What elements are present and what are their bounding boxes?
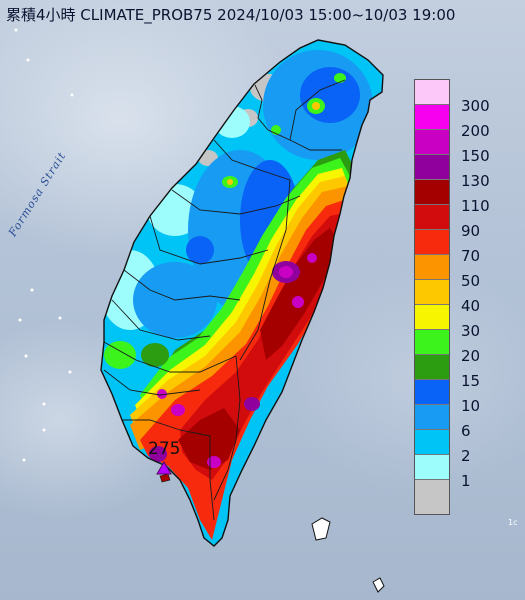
legend-swatch: [415, 380, 449, 405]
legend-value: 1: [461, 472, 471, 490]
legend-value: 90: [461, 222, 481, 240]
legend-value: 200: [461, 122, 490, 140]
legend-swatch: [415, 280, 449, 305]
corner-mark: 1c: [508, 518, 518, 527]
legend-swatch: [415, 480, 449, 514]
legend-value: 150: [461, 147, 490, 165]
legend-swatch: [415, 430, 449, 455]
legend-value: 2: [461, 447, 471, 465]
legend-value: 130: [461, 172, 490, 190]
island-outline: [100, 39, 384, 547]
legend-swatch: [415, 255, 449, 280]
legend-value: 20: [461, 347, 481, 365]
orchid-island: [372, 577, 385, 593]
legend-swatch: [415, 80, 449, 105]
peak-marker-icon: [156, 461, 172, 475]
legend-swatch: [415, 105, 449, 130]
coastline-dots: [14, 28, 74, 462]
legend-swatch: [415, 230, 449, 255]
legend-value: 15: [461, 372, 481, 390]
legend-value: 70: [461, 247, 481, 265]
legend-swatch: [415, 305, 449, 330]
color-legend: [414, 79, 450, 515]
legend-value: 300: [461, 97, 490, 115]
legend-value: 10: [461, 397, 481, 415]
legend-swatch: [415, 180, 449, 205]
legend-value: 50: [461, 272, 481, 290]
legend-swatch: [415, 155, 449, 180]
legend-swatch: [415, 405, 449, 430]
legend-swatch: [415, 355, 449, 380]
legend-value: 40: [461, 297, 481, 315]
legend-value: 30: [461, 322, 481, 340]
green-island: [311, 517, 331, 541]
legend-swatch: [415, 130, 449, 155]
legend-swatch: [415, 330, 449, 355]
county-boundaries: [103, 79, 346, 521]
peak-value-label: 275: [148, 439, 181, 459]
legend-swatch: [415, 455, 449, 480]
legend-value: 110: [461, 197, 490, 215]
legend-value: 6: [461, 422, 471, 440]
map-title: 累積4小時 CLIMATE_PROB75 2024/10/03 15:00~10…: [6, 6, 456, 24]
liuqiu-island: [159, 473, 171, 483]
legend-swatch: [415, 205, 449, 230]
